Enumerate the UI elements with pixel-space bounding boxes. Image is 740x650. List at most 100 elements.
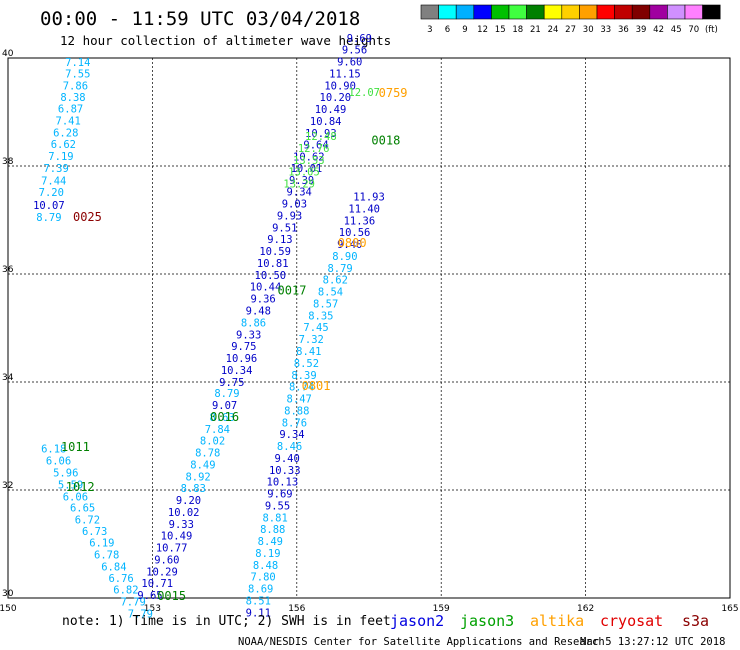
wave-height-value: 9.11	[246, 607, 271, 619]
wave-height-value: 6.65	[70, 503, 95, 515]
wave-height-value: 10.90	[324, 80, 356, 92]
y-tick-label: 32	[2, 481, 13, 491]
wave-height-value: 6.19	[89, 538, 114, 550]
satellite-legend-jason3: jason3	[460, 612, 514, 630]
colorbar-swatch	[473, 4, 492, 20]
wave-height-value: 7.45	[303, 322, 328, 334]
colorbar-label: 12	[477, 25, 488, 35]
colorbar-swatch	[491, 4, 510, 20]
colorbar-label: 33	[600, 25, 611, 35]
wave-height-value: 8.19	[255, 548, 280, 560]
colorbar-label: 30	[583, 25, 594, 35]
wave-height-value: 7.44	[41, 175, 66, 187]
wave-height-value: 12.76	[298, 143, 330, 155]
wave-height-value: 8.83	[181, 483, 206, 495]
data-marks: 7.147.557.868.386.877.416.286.627.197.39…	[33, 33, 385, 621]
wave-height-value: 10.84	[310, 116, 342, 128]
wave-height-value: 8.69	[248, 584, 273, 596]
wave-height-value: 9.39	[289, 175, 314, 187]
wave-height-value: 8.63	[210, 412, 235, 424]
wave-height-value: 7.55	[65, 68, 90, 80]
y-tick-label: 30	[2, 589, 14, 599]
colorbar-label: 24	[548, 25, 559, 35]
wave-height-value: 12.48	[305, 131, 337, 143]
satellite-legend-altika: altika	[530, 612, 584, 630]
colorbar-swatch	[438, 4, 457, 20]
x-tick-label: 153	[144, 604, 161, 614]
wave-height-value: 10.34	[221, 365, 253, 377]
wave-height-value: 8.46	[277, 441, 302, 453]
wave-height-value: 10.81	[257, 258, 289, 270]
wave-height-value: 7.84	[205, 424, 230, 436]
wave-height-value: 9.64	[303, 140, 328, 152]
wave-height-value: 6.06	[63, 491, 88, 503]
wave-height-value: 6.78	[94, 550, 119, 562]
wave-height-value: 9.60	[337, 57, 362, 69]
wave-height-value: 10.13	[267, 477, 299, 489]
wave-height-value: 9.13	[267, 234, 292, 246]
wave-height-value: 9.33	[236, 329, 261, 341]
colorbar-label: 3	[427, 25, 432, 35]
wave-height-value: 5.96	[53, 468, 78, 480]
colorbar-swatch	[579, 4, 598, 20]
wave-height-value: 9.34	[287, 187, 312, 199]
wave-height-value: 9.48	[246, 306, 271, 318]
pass-time-label: 1012	[66, 480, 95, 494]
wave-height-value: 8.79	[214, 388, 239, 400]
wave-height-value: 8.74	[289, 382, 314, 394]
y-tick-label: 36	[2, 265, 14, 275]
wave-height-value: 7.41	[56, 115, 81, 127]
wave-height-value: 10.62	[293, 152, 325, 164]
pass-time-label: 0015	[157, 589, 186, 603]
y-tick-label: 40	[2, 49, 14, 59]
pass-time-label: 0801	[302, 379, 331, 393]
wave-height-value: 7.86	[63, 80, 88, 92]
wave-height-value: 8.41	[296, 346, 321, 358]
wave-height-value: 9.93	[277, 210, 302, 222]
pass-time-label: 0016	[210, 410, 239, 424]
wave-height-value: 9.56	[342, 45, 367, 57]
wave-height-value: 9.03	[282, 199, 307, 211]
wave-height-value: 11.15	[329, 68, 361, 80]
wave-height-value: 7.79	[128, 608, 153, 620]
wave-height-value: 6.84	[101, 561, 126, 573]
wave-height-value: 10.71	[141, 578, 173, 590]
pass-time-label: 0017	[278, 284, 307, 298]
wave-height-value: 7.20	[39, 187, 64, 199]
wave-height-value: 8.88	[284, 405, 309, 417]
wave-height-value: 9.75	[231, 341, 256, 353]
wave-height-value: 10.93	[305, 128, 337, 140]
satellite-legend-jason2: jason2	[390, 612, 444, 630]
wave-height-value: 6.87	[58, 104, 83, 116]
wave-height-value: 10.29	[146, 566, 178, 578]
wave-height-value: 10.50	[255, 270, 287, 282]
wave-height-value: 8.51	[246, 595, 271, 607]
wave-height-value: 10.33	[269, 465, 301, 477]
wave-height-value: 8.81	[262, 512, 287, 524]
wave-height-value: 9.51	[272, 222, 297, 234]
wave-height-value: 8.90	[332, 251, 357, 263]
wave-height-value: 7.32	[299, 334, 324, 346]
x-tick-label: 162	[577, 604, 594, 614]
pass-time-label: 0800	[338, 236, 367, 250]
axis-ticks: 150 153 156 159 162 165 30 32 34 36 38 40	[0, 49, 739, 614]
pass-time-label: 0025	[73, 210, 102, 224]
x-tick-label: 165	[721, 604, 738, 614]
wave-height-value: 10.49	[161, 531, 193, 543]
footnote: note: 1) Time is in UTC; 2) SWH is in fe…	[62, 614, 391, 629]
wave-height-value: 8.62	[323, 275, 348, 287]
x-tick-label: 150	[0, 604, 17, 614]
wave-height-value: 8.38	[60, 92, 85, 104]
colorbar-label: 6	[445, 25, 450, 35]
footer-timestamp: Mar 5 13:27:12 UTC 2018	[580, 636, 725, 648]
colorbar: 3 6 9 12 15 18 21 24 27 30 33 36 39 42 45 70 (ft)	[420, 4, 721, 35]
chart-subtitle: 12 hour collection of altimeter wave hei…	[60, 33, 391, 48]
colorbar-swatch	[420, 4, 439, 20]
plot-frame	[7, 57, 731, 599]
wave-height-value: 9.34	[279, 429, 304, 441]
colorbar-label: (ft)	[705, 25, 718, 35]
wave-height-value: 6.82	[113, 585, 138, 597]
wave-height-value: 13.29	[283, 179, 315, 191]
wave-height-value: 9.33	[169, 519, 194, 531]
colorbar-swatch	[684, 4, 703, 20]
